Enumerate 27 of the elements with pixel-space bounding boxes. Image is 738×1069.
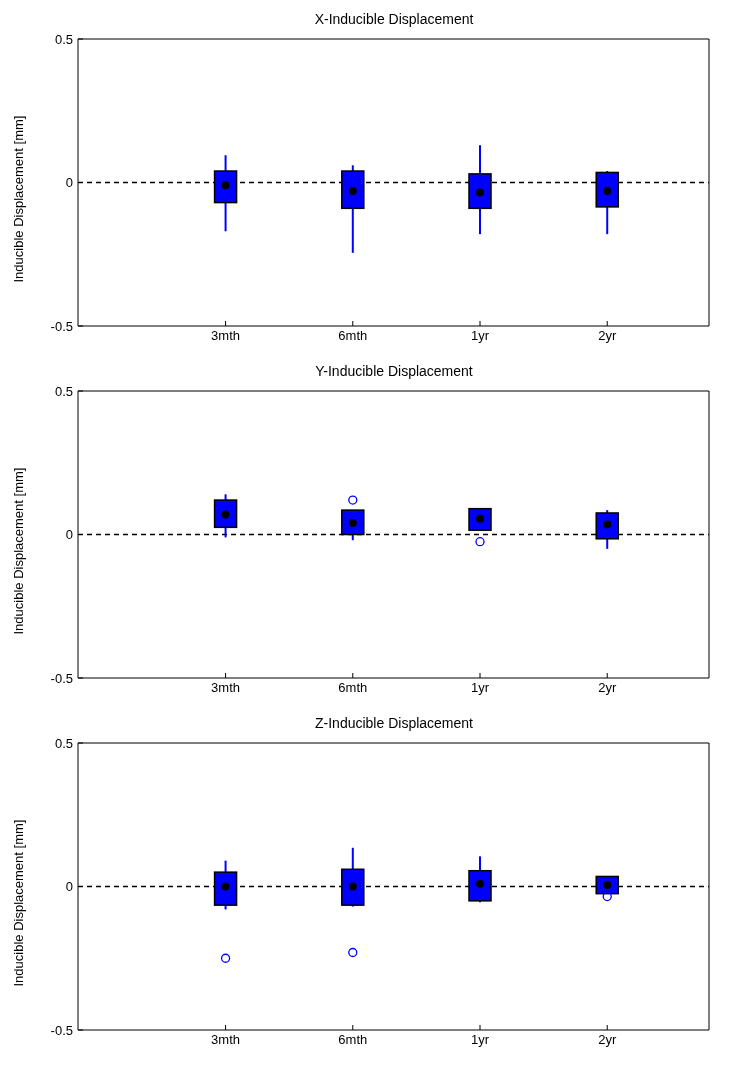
y-tick-label: 0.5: [54, 31, 73, 47]
x-tick-label: 1yr: [470, 328, 490, 344]
y-axis-title: Inducible Displacement [mm]: [10, 819, 26, 987]
x-tick-label: 3mth: [211, 1032, 241, 1048]
x-tick-label: 1yr: [470, 1032, 490, 1048]
chart-title: X-Inducible Displacement: [313, 10, 475, 29]
x-tick-label: 2yr: [598, 680, 617, 696]
x-tick-label: 3mth: [211, 680, 241, 696]
x-tick-label: 3mth: [211, 328, 241, 344]
y-tick-label: 0: [65, 879, 73, 895]
x-tick-label: 1yr: [470, 680, 490, 696]
x-tick-label: 6mth: [338, 328, 368, 344]
y-tick-label: 0.5: [54, 735, 73, 751]
y-axis-title: Inducible Displacement [mm]: [10, 467, 26, 635]
y-tick-label: 0: [65, 527, 73, 543]
y-tick-label: 0.5: [54, 383, 73, 399]
y-tick-label: -0.5: [50, 1022, 73, 1038]
y-tick-label: 0: [65, 175, 73, 191]
x-tick-label: 6mth: [338, 1032, 368, 1048]
chart-title: Y-Inducible Displacement: [314, 362, 474, 381]
x-tick-label: 2yr: [598, 328, 617, 344]
x-tick-label: 6mth: [338, 680, 368, 696]
y-tick-label: -0.5: [50, 670, 73, 686]
x-tick-label: 2yr: [598, 1032, 617, 1048]
y-tick-label: -0.5: [50, 318, 73, 334]
y-axis-title: Inducible Displacement [mm]: [10, 115, 26, 283]
chart-title: Z-Inducible Displacement: [314, 714, 474, 733]
